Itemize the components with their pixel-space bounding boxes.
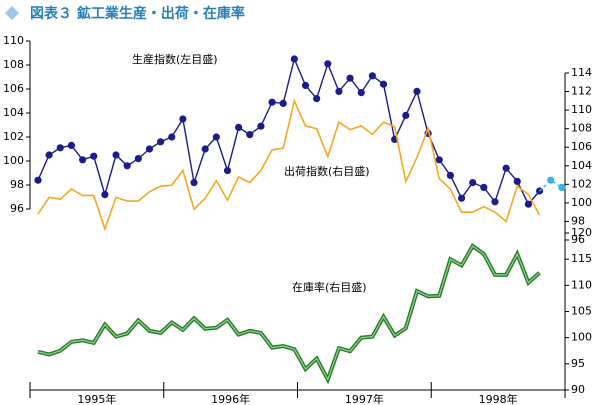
data-point (78, 156, 87, 164)
data-point (446, 171, 454, 179)
y2-tick-label: 100 (571, 196, 592, 209)
data-point (435, 156, 443, 164)
data-point (257, 122, 265, 130)
data-point (157, 138, 165, 146)
series-line (37, 56, 541, 206)
data-point (45, 151, 53, 159)
data-point (190, 179, 198, 187)
data-point (357, 89, 365, 97)
x-tick-label: 1998年 (479, 392, 518, 405)
data-point (502, 164, 510, 172)
y2-tick-label: 108 (571, 122, 592, 135)
x-tick-label: 1995年 (77, 392, 116, 405)
data-point (413, 87, 421, 95)
x-tick-label: 1997年 (345, 392, 384, 405)
series-line (37, 243, 541, 385)
y2-tick-label: 102 (571, 177, 592, 190)
data-point (112, 151, 120, 159)
data-point (56, 144, 64, 152)
data-point (123, 162, 131, 170)
data-point (67, 141, 76, 149)
data-point (324, 60, 332, 68)
data-point (558, 183, 566, 191)
title-icon (5, 6, 19, 20)
data-point (268, 98, 276, 106)
y2-tick-label: 112 (571, 85, 592, 98)
y-tick-label: 106 (3, 82, 24, 95)
data-point (513, 177, 521, 185)
data-point (301, 81, 310, 89)
data-point (168, 133, 176, 141)
y-tick-label: 102 (3, 130, 24, 143)
y-tick-label: 100 (3, 154, 24, 167)
data-point (279, 99, 287, 107)
data-point (346, 74, 354, 82)
x-tick-label: 1996年 (211, 392, 250, 405)
annotation: 生産指数(左目盛) (132, 52, 218, 66)
data-point (212, 133, 220, 141)
y-tick-label: 115 (571, 252, 592, 265)
data-point (524, 200, 533, 208)
data-point (145, 145, 154, 153)
y2-tick-label: 98 (571, 214, 585, 227)
data-point (223, 167, 232, 175)
y-tick-label: 105 (571, 305, 592, 318)
y-tick-label: 100 (571, 331, 592, 344)
y-tick-label: 95 (571, 357, 585, 370)
data-point (469, 179, 477, 187)
data-point (235, 123, 243, 131)
data-point (457, 194, 466, 202)
data-point (34, 176, 42, 184)
data-point (201, 145, 209, 153)
data-point (547, 176, 555, 184)
annotation: 出荷指数(右目盛) (284, 164, 370, 178)
y2-tick-label: 106 (571, 140, 592, 153)
data-point (313, 95, 321, 103)
y-tick-label: 104 (3, 106, 24, 119)
y-tick-label: 90 (571, 383, 585, 396)
y-tick-label: 96 (10, 202, 24, 215)
data-point (179, 115, 187, 123)
data-point (290, 55, 298, 63)
y2-tick-label: 110 (571, 103, 592, 116)
y2-tick-label: 104 (571, 159, 592, 172)
data-point (480, 183, 488, 191)
y-tick-label: 120 (571, 226, 592, 239)
data-point (335, 87, 343, 95)
data-point (379, 80, 388, 88)
y2-tick-label: 114 (571, 66, 592, 79)
data-point (246, 131, 254, 139)
data-point (368, 72, 376, 80)
y-tick-label: 110 (3, 34, 24, 47)
y2-tick-label: 96 (571, 233, 585, 246)
y-tick-label: 108 (3, 58, 24, 71)
y-tick-label: 110 (571, 278, 592, 291)
series-line (37, 98, 541, 232)
data-point (101, 191, 109, 199)
data-point (134, 155, 142, 163)
data-point (90, 152, 98, 160)
y-tick-label: 98 (10, 178, 24, 191)
series-line (539, 179, 563, 192)
annotation: 在庫率(右目盛) (292, 280, 367, 294)
line-highlight (37, 245, 540, 382)
data-point (491, 198, 499, 206)
chart-title: 図表３ 鉱工業生産・出荷・在庫率 (30, 5, 245, 22)
data-point (402, 111, 410, 119)
